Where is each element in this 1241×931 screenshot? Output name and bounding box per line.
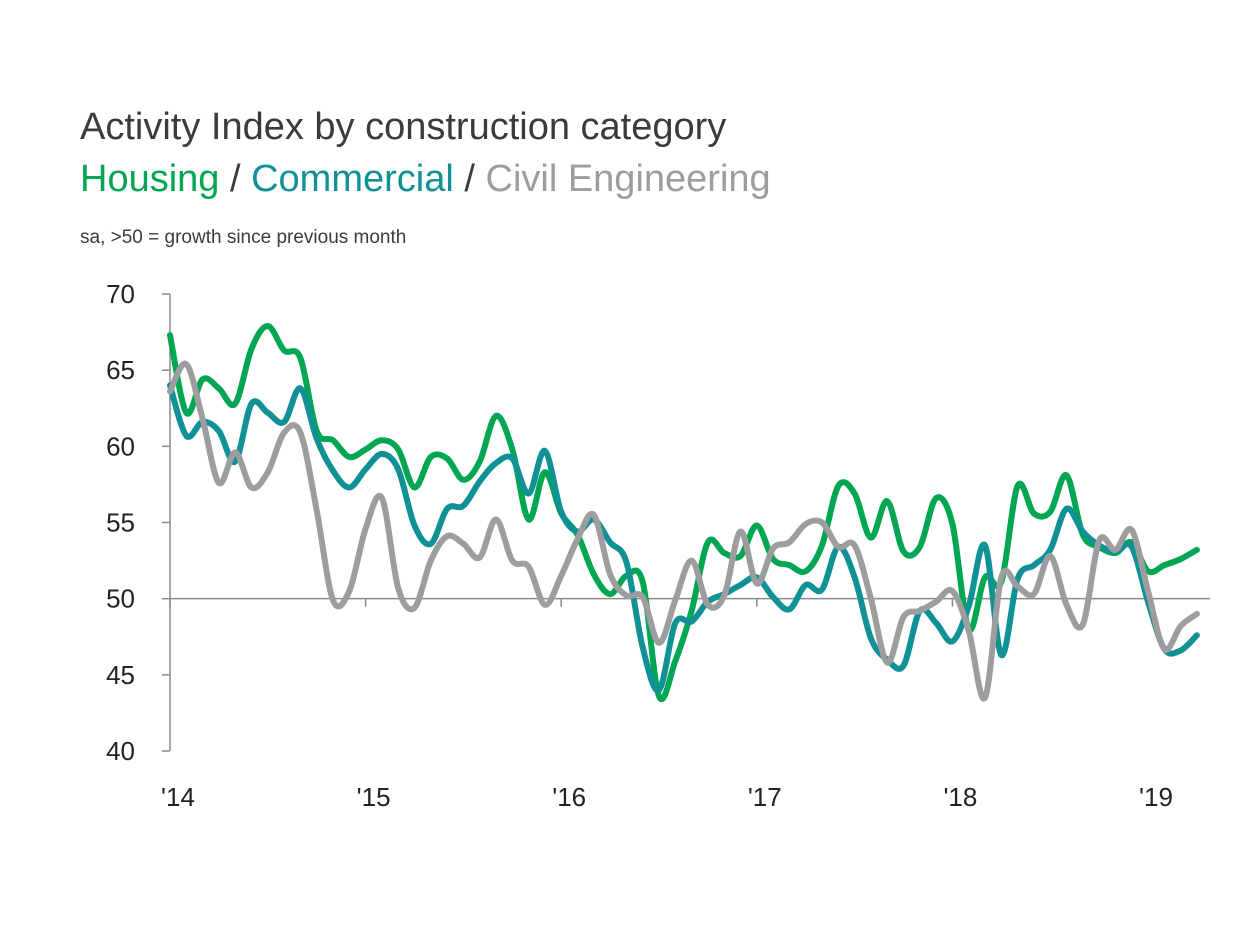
x-tick-label-0: '14 [161, 782, 195, 812]
y-tick-label-70: 70 [106, 279, 135, 309]
series-layer [167, 323, 1200, 703]
subtitle-separator-2: / [453, 158, 486, 200]
subtitle-commercial: Commercial [251, 158, 454, 200]
x-tick-label-1: '15 [357, 782, 391, 812]
y-tick-label-45: 45 [106, 660, 135, 690]
y-tick-label-65: 65 [106, 355, 135, 385]
axes: 40 45 50 55 60 65 70 '14 '15 '16 '17 '18 '19 [106, 279, 1210, 812]
chart-note: sa, >50 = growth since previous month [80, 227, 407, 248]
subtitle-civil-engineering: Civil Engineering [485, 158, 771, 200]
y-tick-label-40: 40 [106, 736, 135, 766]
subtitle-separator-1: / [219, 158, 252, 200]
series-line-housing [167, 323, 1200, 703]
y-tick-label-55: 55 [106, 508, 135, 538]
y-tick-label-50: 50 [106, 584, 135, 614]
x-tick-label-5: '19 [1139, 782, 1173, 812]
chart-subtitle: Housing / Commercial / Civil Engineering [80, 158, 771, 201]
series-line-civil-engineering [167, 360, 1200, 702]
x-tick-label-3: '17 [748, 782, 782, 812]
x-tick-label-4: '18 [943, 782, 977, 812]
y-tick-label-60: 60 [106, 431, 135, 461]
series-line-commercial [167, 382, 1200, 694]
subtitle-housing: Housing [80, 158, 220, 200]
x-tick-label-2: '16 [552, 782, 586, 812]
chart-title: Activity Index by construction category [80, 106, 727, 148]
